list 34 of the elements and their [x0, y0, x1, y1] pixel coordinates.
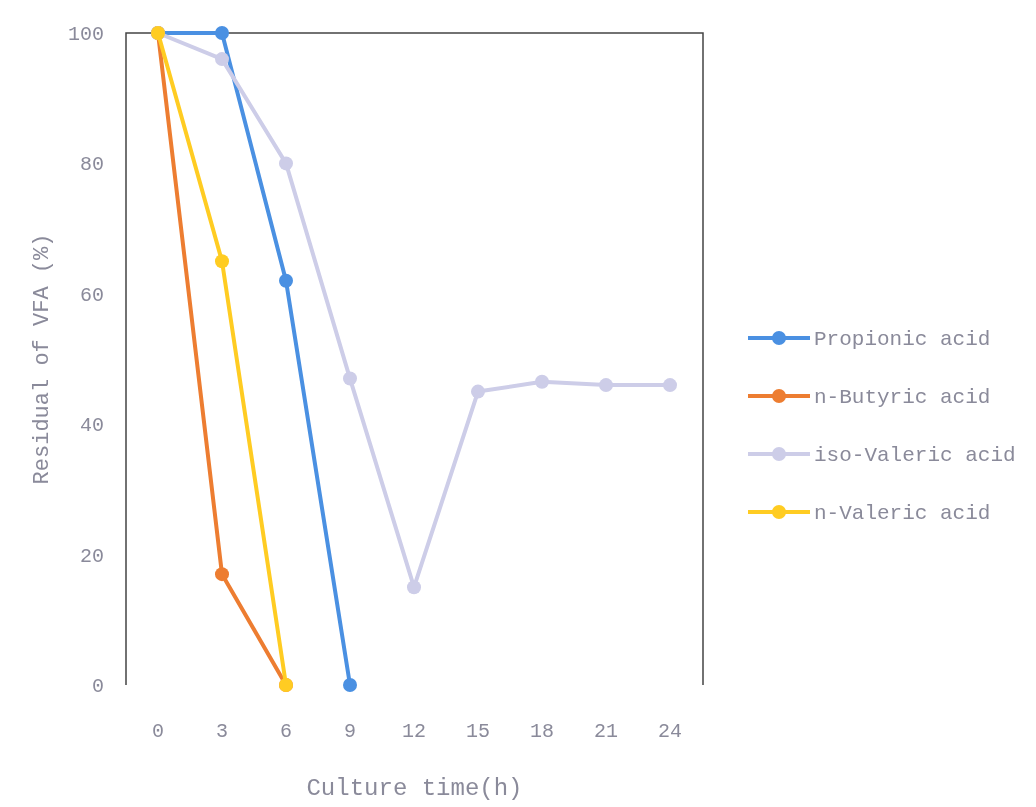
legend-label: iso-Valeric acid — [814, 444, 1016, 468]
x-tick-label: 18 — [529, 720, 555, 743]
x-tick-label: 12 — [401, 720, 427, 743]
point — [215, 567, 229, 582]
x-tick-label: 9 — [343, 720, 357, 743]
point — [215, 52, 229, 67]
y-tick-label: 0 — [91, 675, 104, 698]
point — [471, 384, 485, 399]
point — [663, 378, 677, 393]
point — [343, 371, 357, 386]
x-tick-label: 6 — [279, 720, 293, 743]
point — [215, 26, 229, 40]
x-axis-title: Culture time(h) — [306, 775, 523, 802]
point — [279, 273, 293, 288]
y-tick-label: 20 — [79, 544, 104, 568]
point — [407, 580, 421, 595]
point — [343, 678, 357, 692]
point — [279, 156, 293, 171]
x-tick-label: 21 — [593, 720, 619, 743]
y-axis-title: Residual of VFA (%) — [30, 233, 55, 485]
legend-label: n-Butyric acid — [814, 386, 991, 410]
x-tick-label: 3 — [215, 720, 229, 743]
x-tick-label: 15 — [465, 720, 491, 743]
x-tick-label: 0 — [151, 720, 165, 743]
y-tick-label: 60 — [79, 283, 104, 307]
legend-label: Propionic acid — [814, 328, 991, 352]
y-tick-label: 100 — [67, 23, 104, 46]
point — [599, 378, 613, 393]
point — [535, 374, 549, 389]
y-tick-label: 80 — [79, 153, 104, 177]
legend-label: n-Valeric acid — [814, 502, 991, 526]
y-tick-label: 40 — [79, 414, 104, 438]
point — [215, 254, 229, 269]
x-tick-label: 24 — [657, 720, 683, 743]
